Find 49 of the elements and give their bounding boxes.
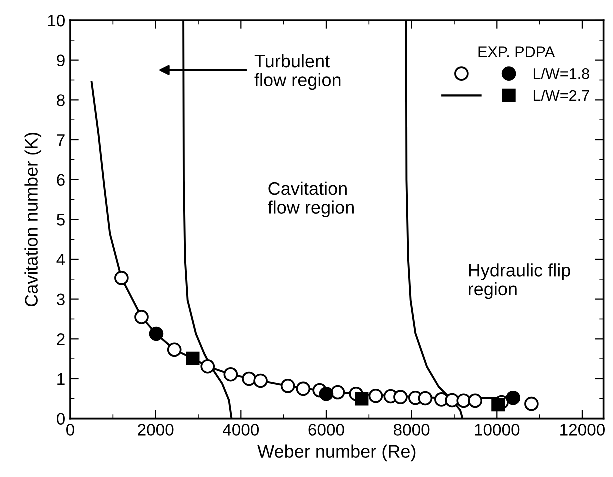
point [330,385,346,400]
y-axis-title: Cavitation number (K) [24,132,42,307]
legend-title: EXP. PDPA [478,46,556,58]
legend-label: L/W=2.7 [534,90,590,102]
annotation: Turbulent flow region [254,54,341,90]
y-tick-label: 9 [57,54,65,67]
x-axis-title: Weber number (Re) [258,444,416,462]
point [296,382,311,396]
point [524,396,539,412]
y-tick-label: 0 [57,413,65,426]
point [224,367,238,382]
point [200,359,216,374]
point [149,326,164,342]
annotation: Cavitation flow region [268,182,354,218]
point [254,374,268,388]
y-tick-label: 5 [57,214,65,226]
y-tick-label: 1 [58,374,65,386]
point [394,390,408,404]
point [355,392,369,406]
y-tick-label: 4 [56,254,66,266]
x-tick-label: 6000 [308,424,344,436]
x-tick-label: 0 [66,424,74,436]
legend-label: L/W=1.8 [534,68,590,80]
y-tick-label: 10 [48,14,65,27]
point [506,390,521,406]
point [492,398,506,412]
point [280,378,296,394]
x-tick-label: 12000 [560,424,605,436]
point [167,342,182,358]
point [186,352,200,366]
point [456,394,472,408]
point [134,310,149,324]
y-tick-label: 7 [57,134,65,146]
x-tick-label: 10000 [475,424,520,436]
y-tick-label: 6 [57,174,65,186]
y-tick-label: 2 [57,334,65,346]
annotation: Hydraulic flip region [469,264,570,300]
point [242,372,256,386]
point [368,388,384,404]
x-tick-label: 2000 [138,424,174,436]
point [418,391,433,406]
point [319,386,334,402]
x-tick-label: 8000 [394,424,430,436]
point [445,393,460,408]
y-tick-label: 8 [57,94,65,106]
point [114,271,129,286]
point [468,394,483,408]
y-tick-label: 3 [57,294,65,306]
x-tick-label: 4000 [223,424,260,436]
